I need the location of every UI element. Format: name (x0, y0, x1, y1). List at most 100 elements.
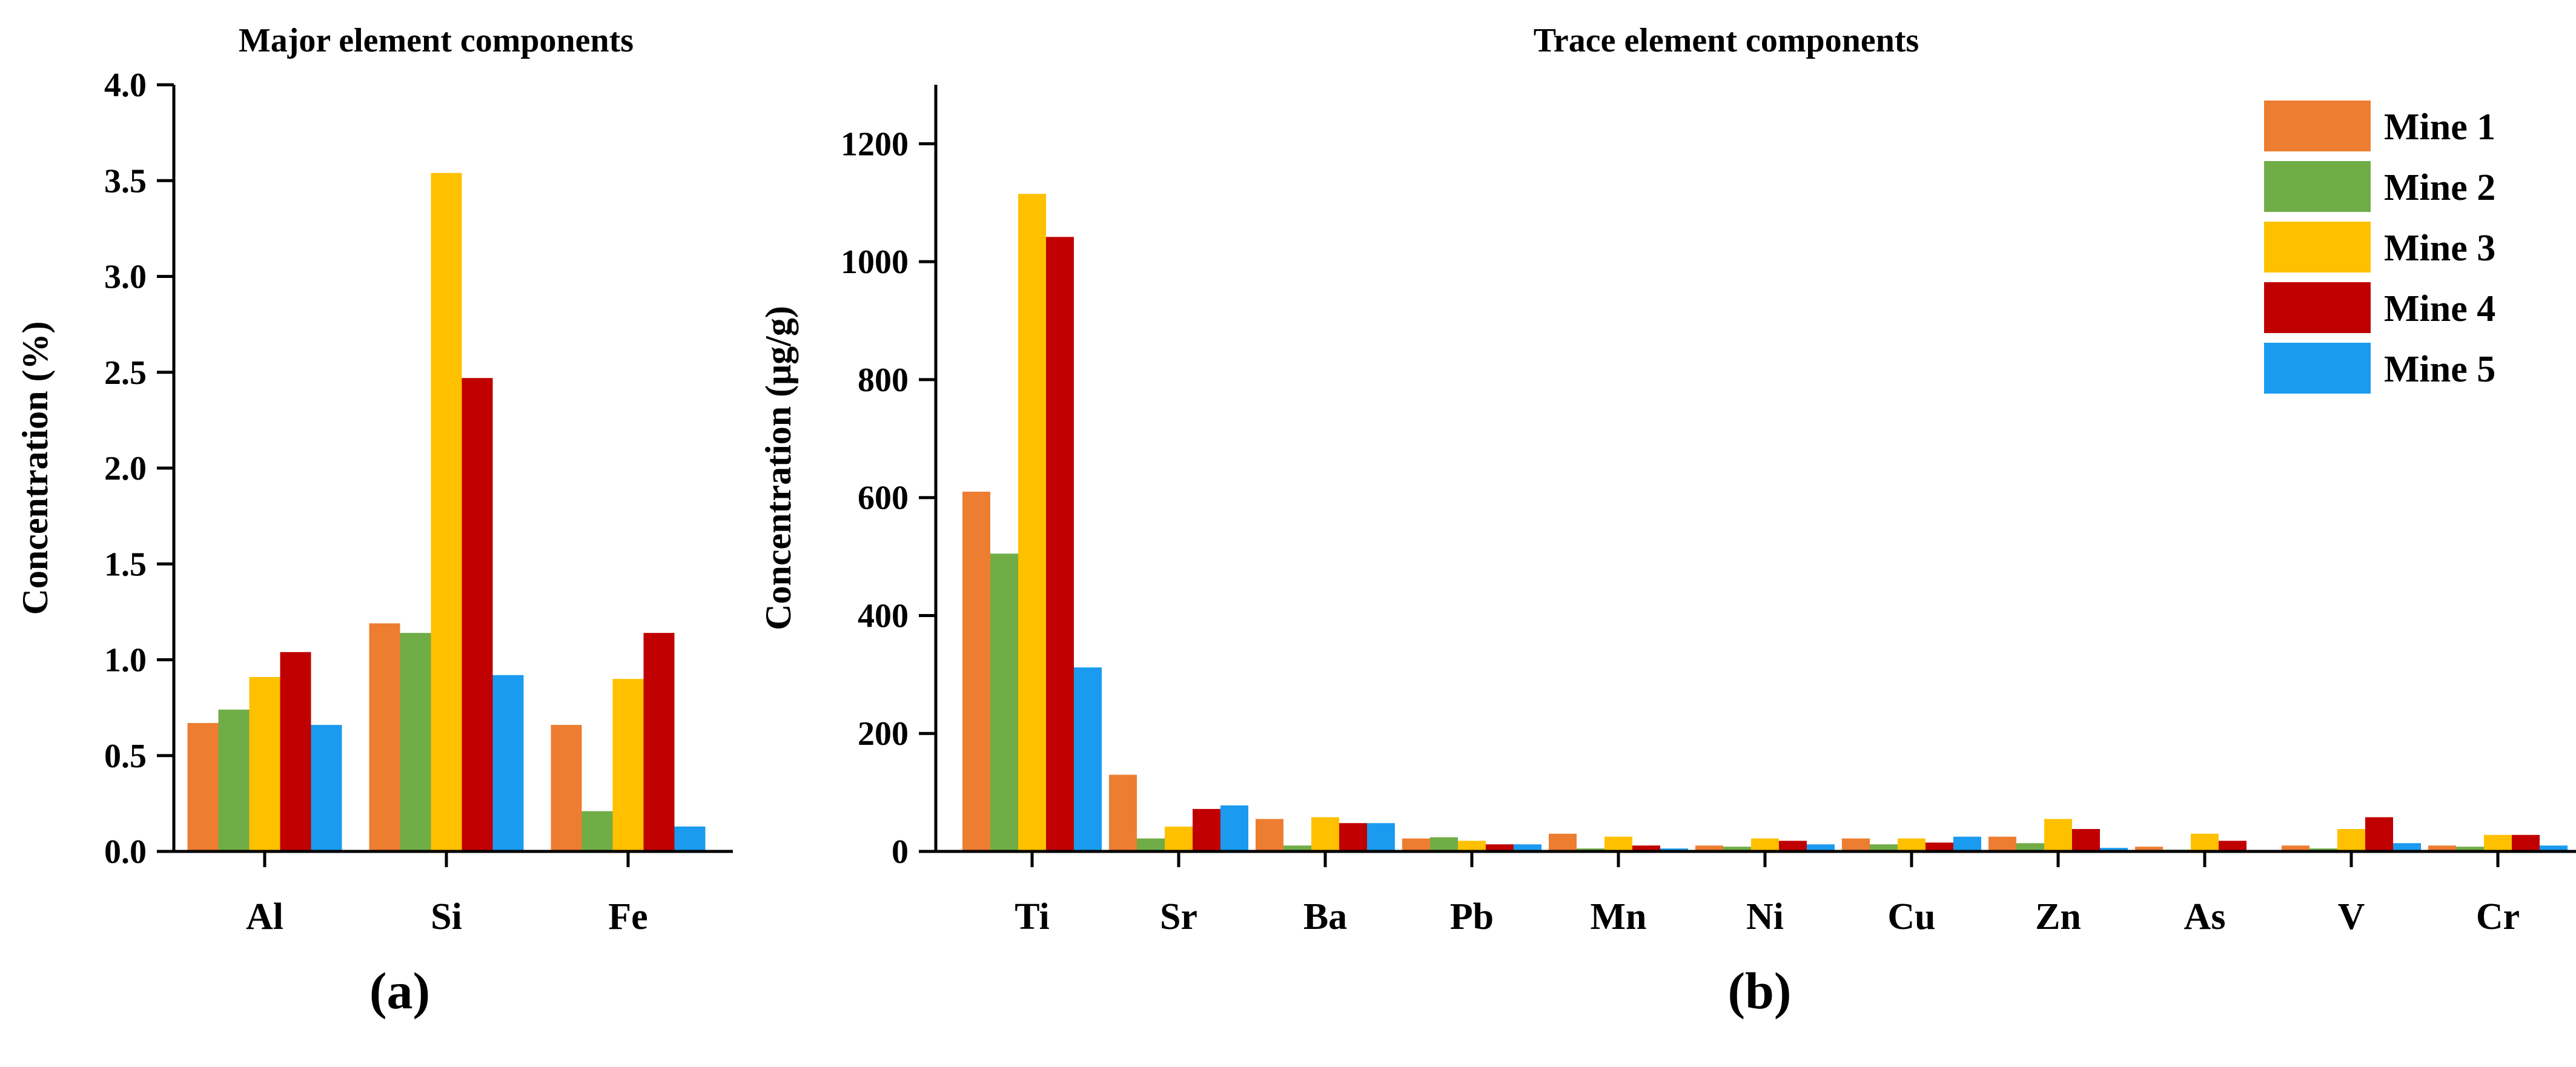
chart2-bar-mn-mine-3 (1604, 836, 1632, 851)
chart2-bar-mn-mine-4 (1632, 845, 1660, 851)
chart2-bar-sr-mine-1 (1109, 775, 1137, 851)
chart2-bar-ti-mine-1 (962, 491, 990, 851)
chart2-x-tick-label: Zn (2035, 896, 2081, 937)
chart2-y-tick-label: 600 (858, 480, 909, 517)
chart2-bar-mn-mine-1 (1549, 833, 1577, 851)
chart1-y-tick-label: 2.0 (104, 450, 147, 487)
chart2-y-axis-label: Concentration (μg/g) (758, 306, 798, 630)
chart2-bar-as-mine-4 (2219, 841, 2247, 851)
legend-swatch-mine-5 (2264, 343, 2371, 394)
chart1-y-tick-label: 0.0 (104, 833, 147, 871)
chart1-bar-si-mine-2 (400, 633, 431, 851)
chart2-bar-sr-mine-4 (1193, 808, 1220, 851)
chart2-bar-zn-mine-5 (2100, 848, 2128, 851)
chart2-x-tick-label: Cr (2476, 896, 2520, 937)
chart1-y-tick-label: 2.5 (104, 354, 147, 392)
chart2-bar-cu-mine-3 (1898, 838, 1925, 851)
chart2-bar-cr-mine-5 (2540, 845, 2568, 851)
chart1-y-tick-label: 1.0 (104, 642, 147, 679)
chart1-x-tick-label: Si (431, 896, 462, 937)
chart2-y-tick-label: 0 (892, 833, 909, 871)
chart2-bar-pb-mine-3 (1458, 841, 1486, 851)
chart2-bar-ba-mine-1 (1256, 819, 1283, 851)
chart2-title: Trace element components (1534, 22, 1919, 59)
legend-label-mine-2: Mine 2 (2384, 167, 2495, 208)
chart2-bar-zn-mine-4 (2072, 828, 2100, 851)
chart2-bar-pb-mine-2 (1430, 837, 1458, 851)
chart2-bar-ni-mine-5 (1807, 844, 1835, 851)
chart2-bar-sr-mine-2 (1137, 838, 1165, 851)
chart2-bar-zn-mine-2 (2016, 843, 2044, 851)
chart2-bar-ni-mine-4 (1779, 841, 1807, 851)
chart2-x-tick-label: Sr (1160, 896, 1197, 937)
chart2-bar-ti-mine-3 (1018, 194, 1046, 852)
chart1-x-tick-label: Fe (608, 896, 647, 937)
chart1-y-tick-label: 4.0 (104, 67, 147, 104)
chart2-x-tick-label: Pb (1450, 896, 1494, 937)
chart2-x-tick-label: Cu (1887, 896, 1935, 937)
chart2-bar-ba-mine-5 (1367, 823, 1395, 851)
legend-swatch-mine-1 (2264, 101, 2371, 151)
chart1-bar-fe-mine-3 (612, 679, 644, 851)
chart2-bar-ti-mine-2 (990, 553, 1018, 851)
legend-swatch-mine-4 (2264, 282, 2371, 333)
chart2-y-tick-label: 1000 (841, 243, 909, 281)
chart1-bar-al-mine-3 (249, 676, 280, 851)
chart1-title: Major element components (239, 22, 634, 59)
chart1-y-axis-label: Concentration (%) (15, 322, 55, 615)
chart2-bar-as-mine-3 (2191, 833, 2219, 851)
chart2-bar-ni-mine-2 (1723, 847, 1751, 851)
chart1-bar-al-mine-2 (218, 709, 250, 851)
legend-swatch-mine-2 (2264, 161, 2371, 212)
chart2-x-tick-label: Ti (1015, 896, 1049, 937)
chart2-bar-cu-mine-5 (1953, 836, 1981, 851)
chart2-bar-cr-mine-3 (2484, 834, 2512, 851)
chart2-bar-pb-mine-1 (1402, 838, 1430, 851)
chart2-bar-sr-mine-5 (1220, 805, 1248, 851)
chart2-bar-zn-mine-3 (2044, 819, 2072, 851)
chart2-x-tick-label: Ni (1746, 896, 1784, 937)
chart2-x-tick-label: V (2338, 896, 2365, 937)
chart2-bar-ni-mine-3 (1751, 838, 1779, 851)
legend-swatch-mine-3 (2264, 222, 2371, 273)
legend-label-mine-4: Mine 4 (2384, 288, 2495, 329)
chart2-panel-label: (b) (1727, 962, 1791, 1020)
chart1-y-tick-label: 3.5 (104, 162, 147, 200)
chart2-bar-v-mine-1 (2282, 845, 2309, 851)
chart2-bar-sr-mine-3 (1165, 827, 1193, 851)
chart2-bar-zn-mine-1 (1988, 836, 2016, 851)
chart1-bar-si-mine-3 (431, 173, 462, 852)
chart1-bar-si-mine-1 (369, 623, 400, 851)
chart2-bar-pb-mine-4 (1486, 844, 1514, 851)
chart2-x-tick-label: Ba (1303, 896, 1347, 937)
chart2-y-tick-label: 1200 (841, 125, 909, 163)
chart2-bar-cu-mine-4 (1925, 842, 1953, 851)
chart2-bar-v-mine-3 (2337, 828, 2365, 851)
chart1-panel-label: (a) (369, 962, 430, 1020)
chart2-y-tick-label: 400 (858, 597, 909, 635)
legend-label-mine-5: Mine 5 (2384, 349, 2495, 390)
chart2-bar-cu-mine-2 (1870, 844, 1898, 851)
chart2-bar-pb-mine-5 (1514, 844, 1541, 851)
chart1-bar-si-mine-5 (492, 675, 524, 851)
chart2-bar-ba-mine-2 (1283, 845, 1311, 851)
legend-label-mine-3: Mine 3 (2384, 228, 2495, 269)
chart2-bar-ba-mine-3 (1311, 817, 1339, 851)
chart2-x-tick-label: Mn (1591, 896, 1647, 937)
chart2-bar-ti-mine-5 (1074, 667, 1102, 851)
chart2-bar-cu-mine-1 (1842, 838, 1870, 851)
chart1-x-tick-label: Al (246, 896, 283, 937)
chart2-bar-ni-mine-1 (1695, 845, 1723, 851)
legend-label-mine-1: Mine 1 (2384, 107, 2495, 148)
chart2-x-tick-label: As (2184, 896, 2226, 937)
chart1-y-tick-label: 3.0 (104, 259, 147, 296)
chart1-bar-si-mine-4 (462, 378, 493, 851)
chart2-bar-ba-mine-4 (1339, 823, 1367, 851)
chart2-bar-cr-mine-2 (2456, 847, 2484, 851)
chart2-bar-as-mine-1 (2135, 847, 2163, 851)
chart1-y-tick-label: 0.5 (104, 738, 147, 775)
chart2-y-tick-label: 800 (858, 362, 909, 399)
chart2-bar-v-mine-4 (2365, 817, 2393, 851)
